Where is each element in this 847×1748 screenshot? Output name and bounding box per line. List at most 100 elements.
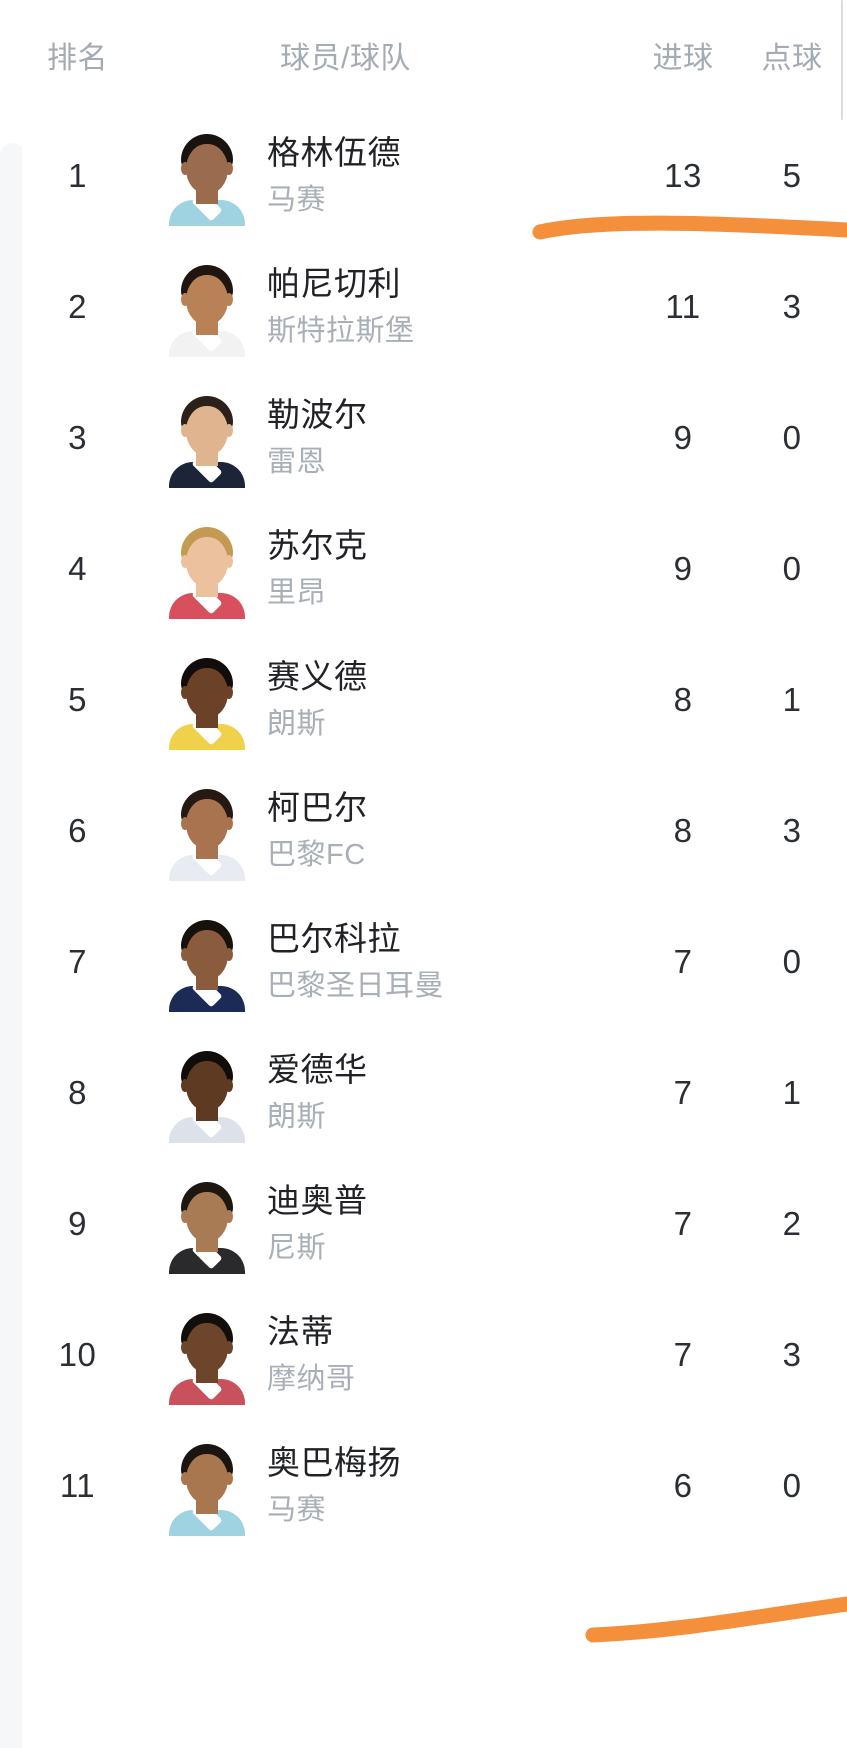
goals-value: 11: [665, 287, 701, 325]
player-photo: [163, 1173, 251, 1274]
player-name: 奥巴梅扬: [267, 1443, 401, 1481]
goals-cell: 7: [629, 1074, 737, 1112]
player-name: 赛义德: [267, 657, 368, 695]
header-scroll-rule[interactable]: [841, 0, 843, 120]
penalties-value: 0: [782, 942, 802, 980]
player-team: 雷恩: [267, 445, 327, 478]
player-name: 爱德华: [267, 1050, 368, 1088]
rank-value: 5: [68, 680, 87, 718]
rank-cell: 6: [0, 812, 155, 850]
player-cell[interactable]: 苏尔克 里昂: [155, 518, 629, 619]
scorer-table: 排名 球员/球队 进球 点球 1 格林伍德 马赛 13 5 2 帕尼切利 斯特拉斯堡 11 3 3 勒…: [0, 0, 847, 1551]
table-row[interactable]: 4 苏尔克 里昂 9 0: [0, 503, 847, 634]
table-header-row: 排名 球员/球队 进球 点球: [0, 0, 847, 110]
penalties-value: 0: [782, 1466, 802, 1504]
player-cell[interactable]: 赛义德 朗斯: [155, 649, 629, 750]
player-cell[interactable]: 巴尔科拉巴黎圣日耳曼: [155, 911, 629, 1012]
player-photo: [163, 1304, 251, 1405]
player-cell[interactable]: 勒波尔 雷恩: [155, 387, 629, 488]
player-team: 马赛: [267, 1493, 327, 1526]
table-row[interactable]: 2 帕尼切利斯特拉斯堡 11 3: [0, 241, 847, 372]
table-row[interactable]: 5 赛义德 朗斯 8 1: [0, 634, 847, 765]
goals-cell: 8: [629, 812, 737, 850]
player-cell[interactable]: 格林伍德 马赛: [155, 125, 629, 226]
rank-value: 8: [68, 1073, 87, 1111]
player-name: 勒波尔: [267, 395, 368, 433]
table-row[interactable]: 7 巴尔科拉 巴黎圣日耳曼 7 0: [0, 896, 847, 1027]
goals-cell: 8: [629, 681, 737, 719]
player-identity: 勒波尔 雷恩: [267, 396, 368, 479]
player-name: 苏尔克: [267, 526, 368, 564]
player-identity: 法蒂 摩纳哥: [267, 1313, 356, 1396]
rank-value: 2: [68, 287, 87, 325]
table-row[interactable]: 3 勒波尔雷恩 9 0: [0, 372, 847, 503]
penalties-value: 5: [782, 156, 802, 194]
rank-cell: 3: [0, 419, 155, 457]
player-identity: 格林伍德 马赛: [267, 134, 401, 217]
rank-value: 3: [68, 418, 87, 456]
player-photo: [163, 1042, 251, 1143]
player-cell[interactable]: 法蒂 摩纳哥: [155, 1304, 629, 1405]
penalties-value: 1: [782, 680, 802, 718]
player-identity: 赛义德 朗斯: [267, 658, 368, 741]
table-row[interactable]: 6 柯巴尔 巴黎FC 8 3: [0, 765, 847, 896]
column-header-pens: 点球: [761, 42, 823, 75]
rank-cell: 8: [0, 1074, 155, 1112]
player-team: 斯特拉斯堡: [267, 314, 415, 347]
rank-cell: 7: [0, 943, 155, 981]
table-row[interactable]: 11 奥巴梅扬 马赛 6 0: [0, 1420, 847, 1551]
player-team: 朗斯: [267, 1100, 327, 1133]
goals-cell: 13: [629, 157, 737, 195]
player-name: 巴尔科拉: [267, 919, 401, 957]
penalties-cell: 3: [737, 288, 847, 326]
rank-value: 10: [58, 1335, 97, 1373]
rank-value: 6: [68, 811, 87, 849]
player-cell[interactable]: 柯巴尔 巴黎FC: [155, 780, 629, 881]
table-body: 1 格林伍德 马赛 13 5 2 帕尼切利 斯特拉斯堡 11 3 3 勒波尔 雷恩 9 0 4 苏尔克 里昂 9 0 5…: [0, 110, 847, 1551]
goals-cell: 7: [629, 943, 737, 981]
penalties-cell: 3: [737, 812, 847, 850]
penalties-cell: 0: [737, 1467, 847, 1505]
player-team: 尼斯: [267, 1231, 327, 1264]
goals-value: 8: [673, 680, 693, 718]
player-identity: 爱德华 朗斯: [267, 1051, 368, 1134]
player-photo: [163, 780, 251, 881]
goals-cell: 9: [629, 419, 737, 457]
goals-cell: 6: [629, 1467, 737, 1505]
penalties-cell: 0: [737, 550, 847, 588]
player-cell[interactable]: 奥巴梅扬 马赛: [155, 1435, 629, 1536]
rank-value: 9: [68, 1204, 87, 1242]
rank-cell: 2: [0, 288, 155, 326]
goals-value: 9: [673, 549, 693, 587]
player-cell[interactable]: 爱德华 朗斯: [155, 1042, 629, 1143]
goals-value: 13: [664, 156, 702, 194]
goals-value: 7: [673, 942, 693, 980]
player-photo: [163, 256, 251, 357]
player-team: 马赛: [267, 183, 327, 216]
player-identity: 迪奥普 尼斯: [267, 1182, 368, 1265]
player-name: 格林伍德: [267, 133, 401, 171]
table-row[interactable]: 1 格林伍德马赛 13 5: [0, 110, 847, 241]
player-cell[interactable]: 迪奥普 尼斯: [155, 1173, 629, 1274]
penalties-cell: 0: [737, 419, 847, 457]
goals-value: 8: [673, 811, 693, 849]
penalties-cell: 1: [737, 681, 847, 719]
goals-value: 6: [673, 1466, 693, 1504]
player-team: 巴黎圣日耳曼: [267, 969, 445, 1002]
player-photo: [163, 125, 251, 226]
rank-cell: 11: [0, 1467, 155, 1505]
penalties-value: 3: [782, 811, 802, 849]
player-name: 柯巴尔: [267, 788, 368, 826]
rank-value: 1: [68, 156, 87, 194]
player-cell[interactable]: 帕尼切利 斯特拉斯堡: [155, 256, 629, 357]
rank-cell: 1: [0, 157, 155, 195]
player-photo: [163, 911, 251, 1012]
penalties-cell: 1: [737, 1074, 847, 1112]
table-row[interactable]: 10 法蒂 摩纳哥 7 3: [0, 1289, 847, 1420]
rank-value: 4: [68, 549, 87, 587]
table-row[interactable]: 9 迪奥普 尼斯 7 2: [0, 1158, 847, 1289]
player-name: 帕尼切利: [267, 264, 401, 302]
rank-cell: 10: [0, 1336, 155, 1374]
table-row[interactable]: 8 爱德华朗斯 7 1: [0, 1027, 847, 1158]
